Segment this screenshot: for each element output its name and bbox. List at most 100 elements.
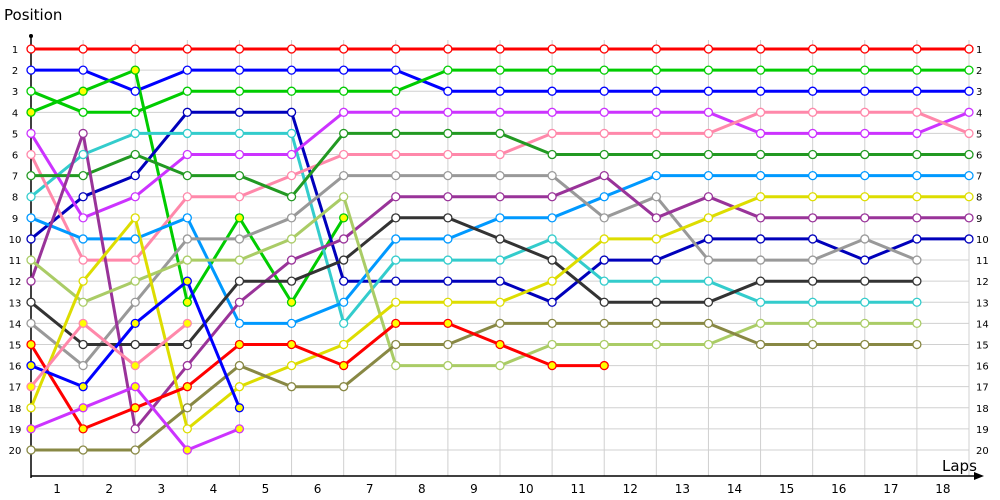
data-point [234, 149, 245, 160]
data-point [703, 318, 714, 329]
data-point [339, 107, 349, 117]
data-point [599, 213, 609, 223]
data-point [182, 234, 192, 244]
data-point [651, 318, 661, 329]
data-point [755, 234, 766, 244]
data-point [860, 86, 870, 96]
data-point [26, 44, 36, 54]
data-point [391, 234, 401, 244]
data-point [234, 360, 245, 371]
data-point [339, 234, 349, 244]
x-tick-label: 18 [935, 482, 950, 496]
data-point [651, 107, 661, 117]
y-tick-label-right: 15 [976, 340, 989, 351]
data-point [78, 65, 88, 75]
data-point [130, 360, 140, 371]
data-point [547, 170, 557, 181]
data-point [599, 276, 609, 286]
data-point [78, 445, 88, 455]
data-point [964, 65, 974, 75]
data-point [286, 128, 297, 139]
data-point [130, 170, 140, 181]
y-tick-label: 9 [12, 214, 18, 225]
data-point [26, 86, 36, 96]
data-point [182, 360, 192, 371]
data-point [26, 297, 36, 307]
y-tick-label: 3 [12, 87, 18, 98]
data-point [78, 360, 88, 371]
data-point [286, 107, 297, 117]
y-tick-label: 12 [9, 277, 22, 288]
data-point [495, 44, 505, 54]
data-point [599, 170, 609, 181]
data-point [286, 213, 297, 223]
data-point [703, 149, 714, 160]
data-point [26, 65, 36, 75]
data-point [964, 44, 974, 54]
data-point [755, 213, 766, 223]
data-point [339, 339, 349, 350]
data-point [599, 192, 609, 202]
data-point [912, 192, 922, 202]
series-line-cyan [30, 131, 917, 325]
y-tick-label: 15 [9, 340, 22, 351]
data-point [286, 255, 297, 265]
data-point [964, 234, 974, 244]
data-point [860, 255, 870, 265]
data-point [286, 382, 297, 392]
data-point [703, 86, 714, 96]
data-point [495, 339, 505, 350]
data-point [234, 297, 245, 307]
data-point [130, 213, 140, 223]
y-tick-label-right: 1 [976, 45, 982, 56]
x-axis-label: Laps [942, 457, 977, 475]
data-point [78, 382, 88, 392]
data-point [964, 128, 974, 139]
data-point [391, 65, 401, 75]
x-tick-label: 17 [883, 482, 898, 496]
data-point [964, 192, 974, 202]
data-point [26, 424, 36, 434]
data-point [78, 192, 88, 202]
y-tick-label-right: 19 [976, 425, 989, 436]
data-point [495, 65, 505, 75]
data-point [182, 276, 192, 286]
data-point [234, 213, 245, 223]
data-point [651, 234, 661, 244]
data-point [26, 360, 36, 371]
data-point [495, 86, 505, 96]
data-point [391, 149, 401, 160]
data-point [130, 276, 140, 286]
data-point [495, 234, 505, 244]
data-point [78, 318, 88, 329]
data-point [234, 382, 245, 392]
y-tick-label-right: 16 [976, 362, 989, 373]
x-tick-label: 14 [727, 482, 742, 496]
data-point [808, 276, 818, 286]
data-point [755, 44, 766, 54]
y-axis-label: Position [4, 6, 62, 24]
data-point [964, 86, 974, 96]
data-point [964, 107, 974, 117]
y-tick-label: 13 [9, 298, 22, 309]
x-tick-label: 9 [470, 482, 478, 496]
data-point [443, 339, 453, 350]
data-point [547, 86, 557, 96]
data-point [78, 213, 88, 223]
y-tick-label-right: 3 [976, 87, 982, 98]
data-point [182, 86, 192, 96]
data-point [130, 149, 140, 160]
data-point [339, 128, 349, 139]
x-tick-label: 4 [210, 482, 218, 496]
x-tick-label: 7 [366, 482, 374, 496]
data-point [651, 297, 661, 307]
x-tick-label: 1 [53, 482, 61, 496]
data-point [391, 170, 401, 181]
y-tick-label-right: 10 [976, 235, 989, 246]
series-line-grey [30, 174, 918, 368]
data-point [286, 339, 297, 350]
data-point [495, 128, 505, 139]
data-point [912, 318, 922, 329]
data-point [651, 255, 661, 265]
data-point [130, 44, 140, 54]
